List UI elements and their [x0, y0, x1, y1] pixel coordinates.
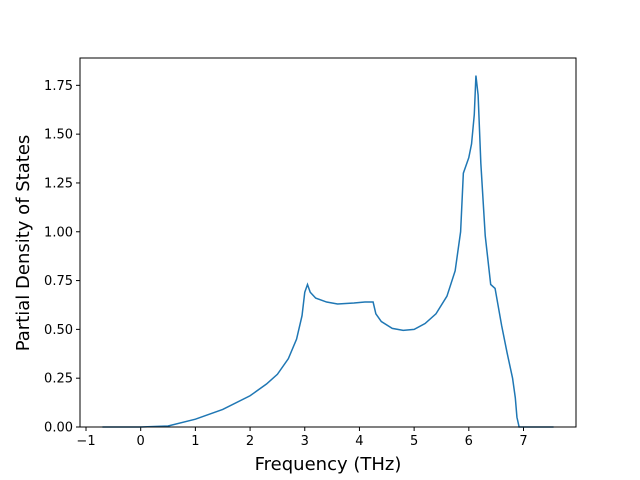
x-tick-label: 0: [137, 434, 145, 449]
y-tick-label: 1.50: [44, 128, 73, 143]
plot-frame: [79, 57, 577, 428]
y-tick-label: 0.25: [44, 372, 73, 387]
y-tick-label: 0.00: [44, 421, 73, 436]
x-tick-label: 5: [410, 434, 418, 449]
x-axis-label: Frequency (THz): [255, 454, 402, 475]
y-tick-label: 1.00: [44, 225, 73, 240]
x-tick-label: 3: [301, 434, 309, 449]
x-tick-label: 2: [246, 434, 254, 449]
x-tick-label: 4: [355, 434, 363, 449]
y-tick-label: 1.75: [44, 79, 73, 94]
y-tick-label: 0.50: [44, 323, 73, 338]
y-tick-label: 1.25: [44, 176, 73, 191]
y-tick-label: 0.75: [44, 274, 73, 289]
line: [102, 75, 554, 428]
x-tick-label: 1: [191, 434, 199, 449]
x-tick-label: −1: [76, 434, 95, 449]
x-tick-label: 6: [465, 434, 473, 449]
x-tick-label: 7: [519, 434, 527, 449]
y-axis-label: Partial Density of States: [13, 135, 34, 352]
